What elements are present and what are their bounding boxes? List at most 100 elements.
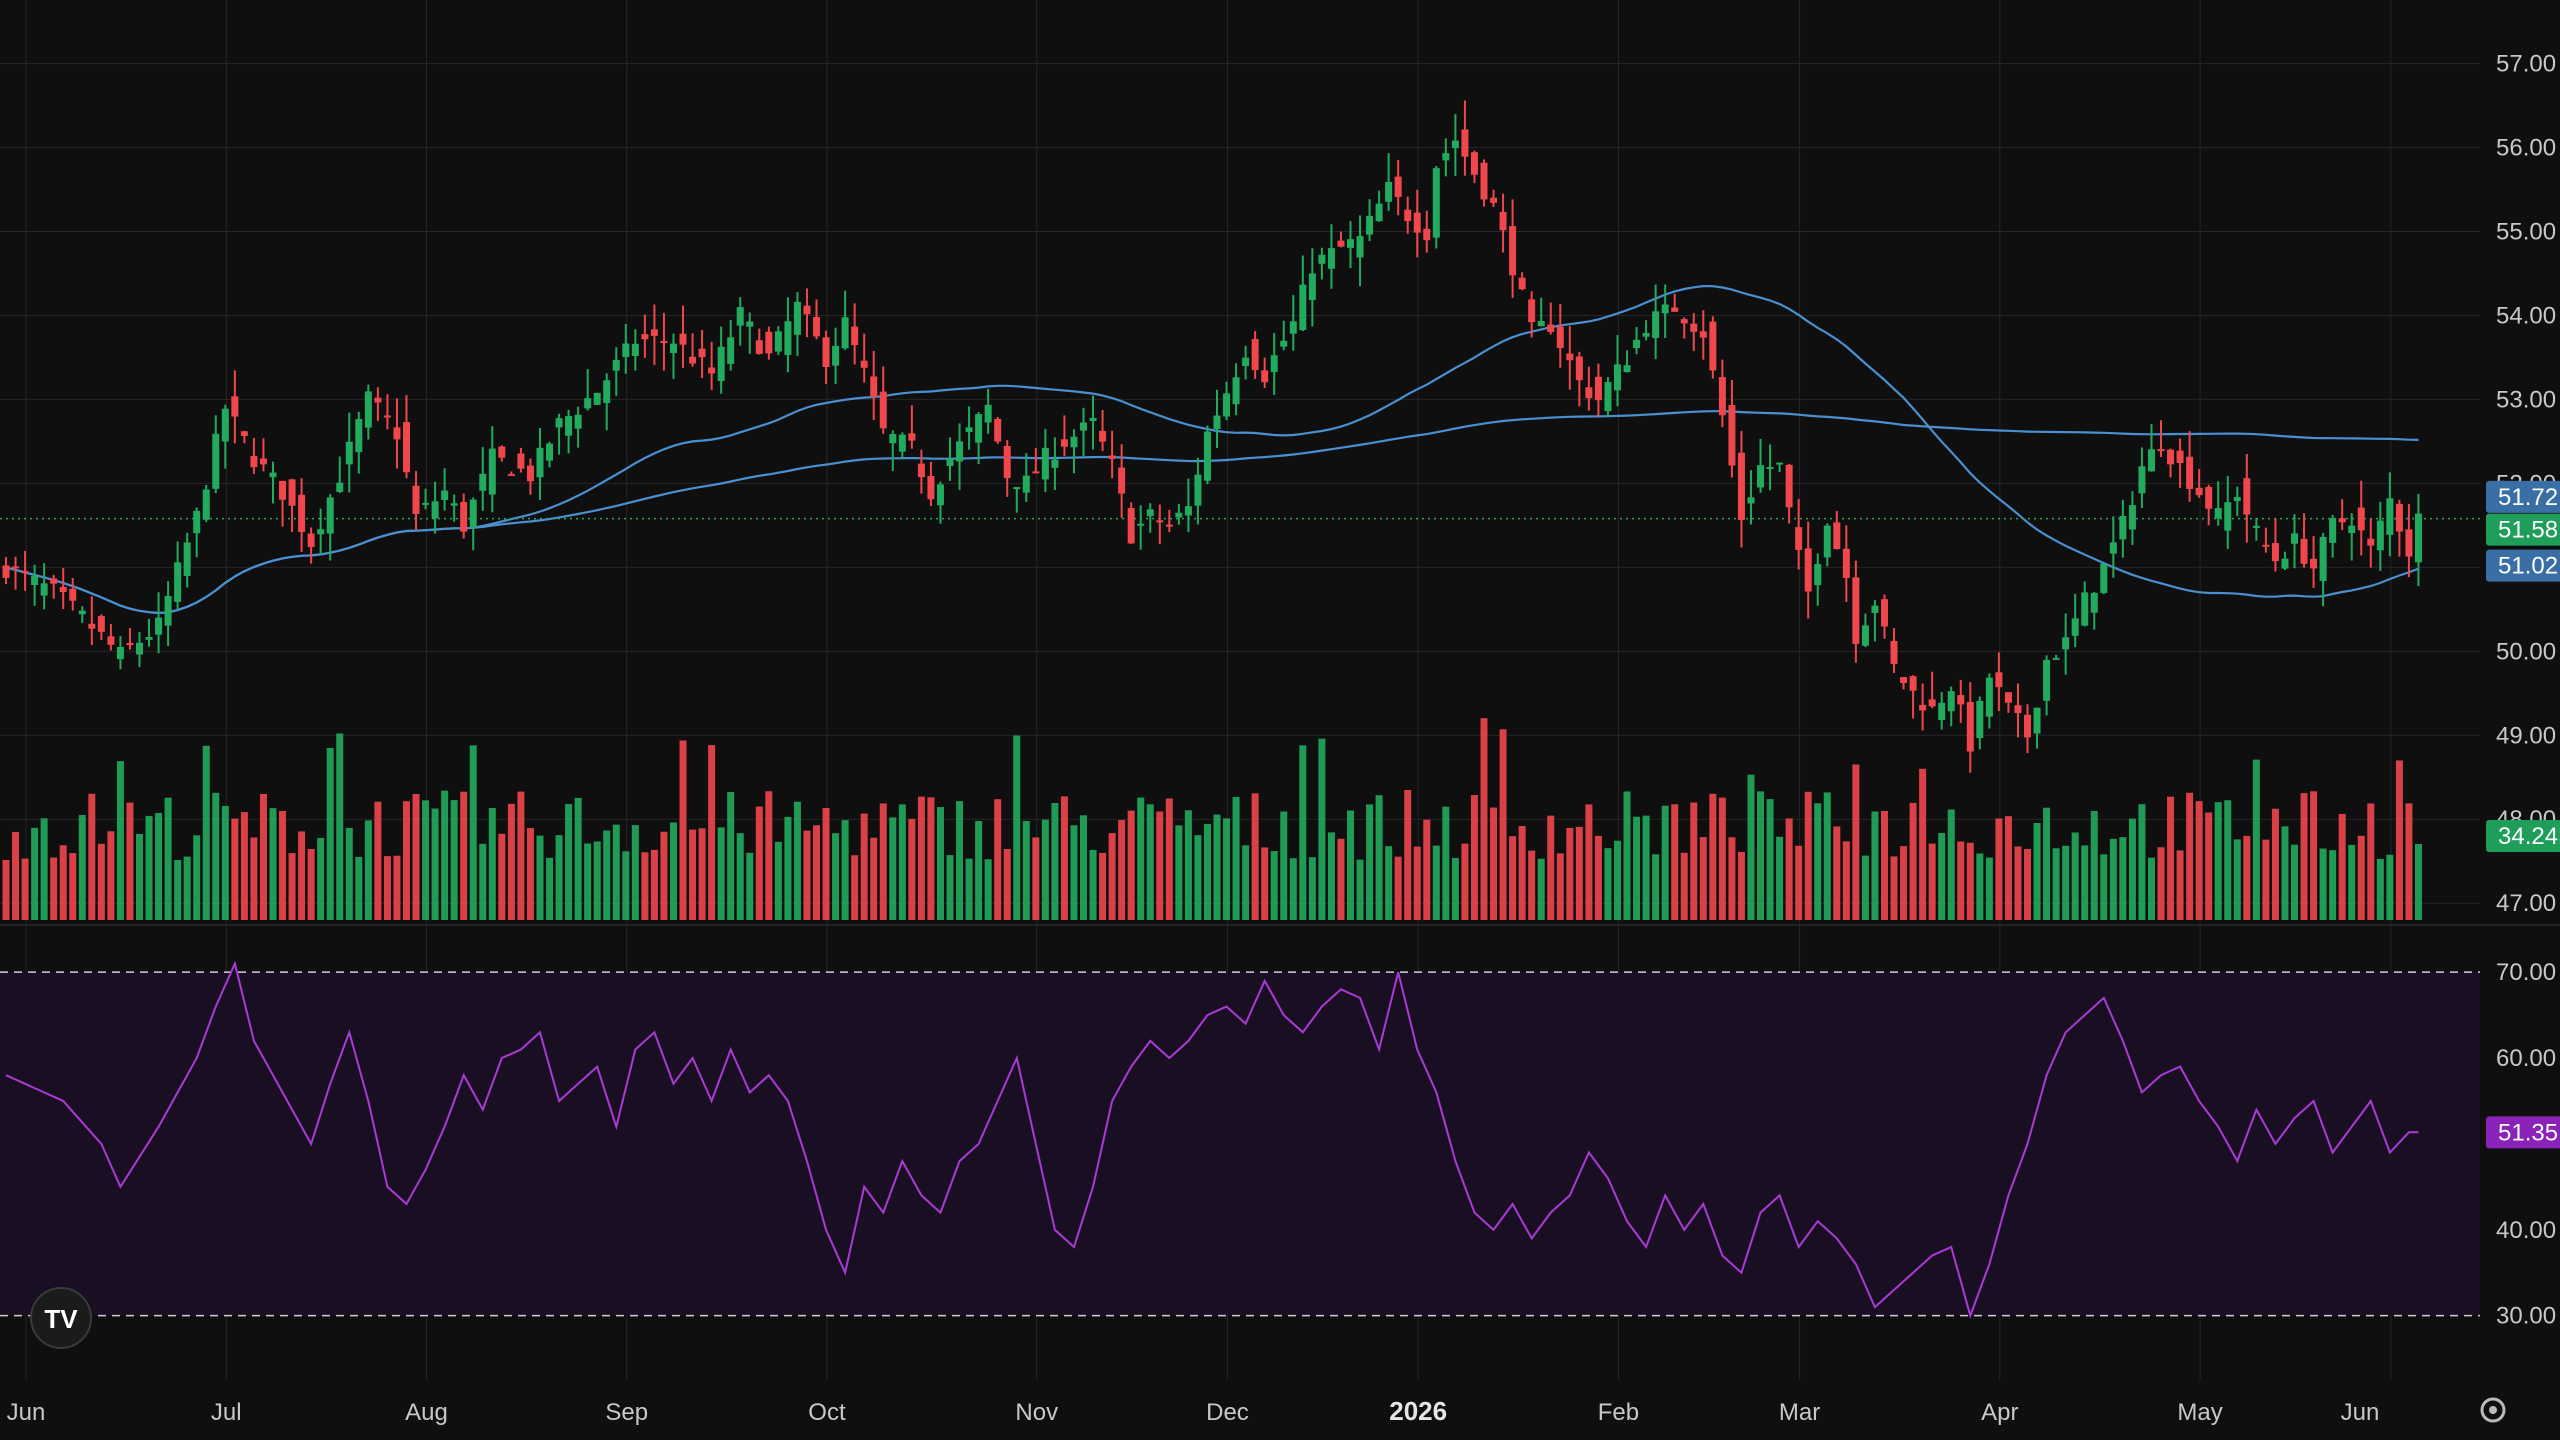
candle-body xyxy=(2167,449,2175,465)
candle-body xyxy=(31,575,39,586)
volume-bar xyxy=(841,820,849,920)
volume-bar xyxy=(908,818,916,920)
candle-body xyxy=(298,494,306,532)
candle-body xyxy=(1537,321,1545,327)
candle-body xyxy=(1823,525,1831,558)
volume-bar xyxy=(2033,823,2041,920)
volume-bar xyxy=(889,817,897,920)
volume-bar xyxy=(784,816,792,920)
volume-bar xyxy=(307,848,315,920)
candle-body xyxy=(908,433,916,441)
volume-bar xyxy=(1356,859,1364,920)
candle-body xyxy=(1804,548,1812,592)
candle-body xyxy=(526,465,534,482)
candle-body xyxy=(202,489,210,520)
time-tick-label: Dec xyxy=(1206,1399,1249,1426)
volume-bar xyxy=(1327,832,1335,920)
candle-body xyxy=(1919,704,1927,711)
candle-body xyxy=(1785,464,1793,508)
volume-bar xyxy=(536,835,544,920)
volume-bar xyxy=(288,853,296,920)
volume-bar xyxy=(2205,812,2213,920)
candle-body xyxy=(2157,449,2165,452)
volume-bar xyxy=(2100,854,2108,920)
volume-bar xyxy=(1280,811,1288,920)
candle-body xyxy=(965,427,973,433)
candle-body xyxy=(1518,277,1526,290)
candle-body xyxy=(1442,153,1450,161)
candle-body xyxy=(736,307,744,326)
settings-gear-icon[interactable] xyxy=(2480,1397,2506,1423)
candle-body xyxy=(2252,525,2260,528)
candle-body xyxy=(946,458,954,466)
candle-body xyxy=(898,434,906,452)
candle-body xyxy=(1604,382,1612,412)
candle-body xyxy=(1890,640,1898,664)
tradingview-logo[interactable]: TV xyxy=(30,1287,92,1349)
candle-body xyxy=(1327,248,1335,269)
candle-body xyxy=(793,301,801,335)
volume-bar xyxy=(1652,854,1660,920)
volume-bar xyxy=(2291,844,2299,920)
volume-bar xyxy=(879,803,887,920)
candle-body xyxy=(12,566,20,569)
volume-bar xyxy=(212,792,220,920)
candle-body xyxy=(1461,129,1469,157)
volume-bar xyxy=(1823,792,1831,920)
candle-body xyxy=(1556,326,1564,348)
volume-bar xyxy=(221,805,229,920)
candle-body xyxy=(1223,393,1231,417)
candle-body xyxy=(1099,430,1107,442)
candle-body xyxy=(2109,542,2117,554)
candle-body xyxy=(1728,405,1736,466)
candle-body xyxy=(975,414,983,443)
volume-bar xyxy=(1423,819,1431,920)
volume-bar xyxy=(2024,848,2032,920)
candle-body xyxy=(345,441,353,465)
candle-body xyxy=(1022,475,1030,493)
volume-bar xyxy=(231,818,239,920)
volume-bar xyxy=(126,802,134,920)
volume-bar xyxy=(1413,846,1421,920)
candle-body xyxy=(364,391,372,428)
volume-bar xyxy=(1184,810,1192,920)
candle-body xyxy=(689,356,697,364)
last-price-tag-bg xyxy=(2486,513,2560,546)
volume-bar xyxy=(517,791,525,920)
volume-bar xyxy=(97,843,105,920)
candle-body xyxy=(221,408,229,442)
volume-bar xyxy=(746,852,754,920)
volume-bar xyxy=(1995,818,2003,920)
last-price-tag: 51.58 xyxy=(2498,517,2558,544)
volume-bar xyxy=(326,747,334,920)
volume-bar xyxy=(917,796,925,920)
candle-body xyxy=(1871,605,1879,613)
sma-slow-line xyxy=(5,410,2419,615)
candle-body xyxy=(774,331,782,352)
price-tick-label: 50.00 xyxy=(2496,638,2556,665)
volume-bar xyxy=(1575,826,1583,920)
volume-bar xyxy=(641,852,649,920)
volume-bar xyxy=(1728,837,1736,920)
time-axis[interactable]: Jun Jul Aug Sep Oct Nov Dec 2026 Feb Mar Apr May Jun xyxy=(7,1396,2380,1426)
candle-body xyxy=(2004,692,2012,703)
volume-bar xyxy=(1480,718,1488,920)
volume-bar xyxy=(669,822,677,920)
volume-bar xyxy=(1680,852,1688,920)
candle-body xyxy=(288,479,296,506)
candle-body xyxy=(2205,487,2213,509)
candle-body xyxy=(164,596,172,626)
candle-body xyxy=(2233,496,2241,502)
volume-bar xyxy=(1814,803,1822,920)
volume-bar xyxy=(2071,832,2079,920)
candle-body xyxy=(1423,228,1431,241)
candle-body xyxy=(755,340,763,354)
candle-body xyxy=(1060,439,1068,447)
candle-body xyxy=(1957,695,1965,705)
volume-bar xyxy=(822,808,830,920)
volume-bar xyxy=(1633,816,1641,920)
candle-body xyxy=(1699,331,1707,338)
volume-bar xyxy=(2252,759,2260,920)
